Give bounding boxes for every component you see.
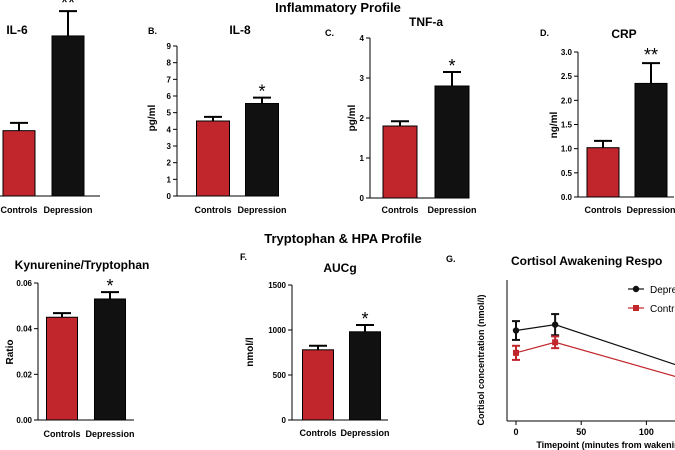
panel4-y-tick-label-3: 1.5: [561, 121, 573, 130]
panel5-y-axis-label: Ratio: [5, 340, 16, 365]
panel4-y-tick-label-6: 3.0: [561, 48, 573, 57]
panelG-legend-label-depre: Depre: [650, 285, 675, 296]
panel6-title: AUCg: [323, 261, 356, 275]
panelG-series-line-depre: [515, 324, 675, 366]
panel6-significance-marker: *: [361, 309, 368, 329]
panelG-x-tick-label-0: 0: [513, 427, 518, 437]
panel2-y-tick-label-0: 0: [167, 192, 172, 201]
panelG-y-axis-label: Cortisol concentration (nmol/l): [476, 294, 486, 425]
panelG-legend-marker-contr: [633, 305, 639, 311]
panel2-y-tick-label-2: 2: [167, 159, 172, 168]
panelG-point-depre-0: [512, 327, 520, 334]
panel4-category-label-1: Depression: [626, 205, 675, 215]
panel2-y-tick-label-6: 6: [167, 92, 172, 101]
panel3-panel-label: C.: [325, 28, 334, 38]
panel3-significance-marker: *: [448, 56, 455, 76]
panel2-bar-depression: [245, 103, 279, 197]
panel5-bar-depression: [94, 298, 126, 421]
panel1-category-label-0: Controls: [1, 205, 38, 215]
panel4-bar-depression: [634, 82, 668, 198]
panel3-bar-controls: [382, 125, 418, 199]
panelG-point-depre-1: [551, 321, 559, 328]
panel5-y-tick-label-1: 0.02: [16, 370, 32, 379]
panel6-bar-depression: [349, 331, 381, 421]
panel6-y-axis-label: nmol/l: [245, 337, 256, 367]
panel3-title: TNF-a: [409, 15, 443, 29]
panel1-category-label-1: Depression: [43, 205, 92, 215]
panel2-panel-label: B.: [148, 26, 157, 36]
panel4-y-tick-label-1: 0.5: [561, 169, 573, 178]
panelG-x-axis-label: Timepoint (minutes from wakenin: [536, 440, 675, 450]
section-title-inflammatory: Inflammatory Profile: [275, 0, 401, 15]
panel5-y-tick-label-3: 0.06: [16, 279, 32, 288]
panel1-bar-depression: [51, 35, 85, 197]
panel5-category-label-0: Controls: [44, 429, 81, 439]
panel4-title: CRP: [611, 27, 636, 41]
panel5-title: Kynurenine/Tryptophan: [15, 258, 150, 272]
panel4-y-tick-label-2: 1.0: [561, 145, 573, 154]
panel4-y-tick-label-5: 2.5: [561, 72, 573, 81]
panel2-significance-marker: *: [258, 82, 265, 102]
panel1-title: IL-6: [6, 23, 28, 37]
panelG-point-contr-1: [552, 339, 559, 346]
panel6-y-tick-label-1: 500: [273, 371, 287, 380]
panel5-significance-marker: *: [106, 276, 113, 296]
panel6-bar-controls: [302, 349, 334, 421]
panel2-bar-controls: [196, 120, 230, 197]
panelG-series-line-contr: [515, 341, 675, 378]
section-title-tryptophan-hpa: Tryptophan & HPA Profile: [264, 231, 421, 246]
panelG-point-contr-0: [513, 349, 519, 356]
panel4-category-label-0: Controls: [585, 205, 622, 215]
panel6-y-tick-label-2: 1000: [268, 326, 286, 335]
panelG-panel-label: G.: [446, 254, 456, 264]
panel2-y-tick-label-3: 3: [167, 142, 172, 151]
panel3-y-axis-label: pg/ml: [347, 104, 358, 131]
panel3-category-label-1: Depression: [427, 205, 476, 215]
panel4-bar-controls: [586, 147, 620, 198]
panelG-title: Cortisol Awakening Respo: [511, 254, 662, 268]
panel6-panel-label: F.: [240, 252, 247, 262]
panel2-y-tick-label-9: 9: [167, 42, 172, 51]
panel2-category-label-1: Depression: [237, 205, 286, 215]
panel4-y-tick-label-4: 2.0: [561, 96, 573, 105]
panelG-legend-label-contr: Contr: [650, 304, 675, 315]
panel3-bar-depression: [434, 85, 470, 199]
panelG-x-tick-label-2: 100: [639, 427, 654, 437]
panel3-y-tick-label-4: 4: [360, 34, 365, 43]
panel2-y-axis-label: pg/ml: [147, 104, 158, 131]
panel3-y-tick-label-2: 2: [360, 114, 365, 123]
panel3-y-tick-label-3: 3: [360, 74, 365, 83]
panel4-significance-marker: **: [644, 45, 658, 65]
panel4-y-axis-label: ng/ml: [549, 111, 560, 138]
panel5-category-label-1: Depression: [85, 429, 134, 439]
panel6-y-tick-label-3: 1500: [268, 281, 286, 290]
panel2-y-tick-label-7: 7: [167, 75, 172, 84]
panel2-y-tick-label-5: 5: [167, 109, 172, 118]
panel6-category-label-1: Depression: [340, 428, 389, 438]
panel2-category-label-0: Controls: [195, 205, 232, 215]
panel1-significance-marker: **: [61, 0, 75, 13]
panel3-y-tick-label-1: 1: [360, 154, 365, 163]
panel2-y-tick-label-1: 1: [167, 175, 172, 184]
panel2-title: IL-8: [229, 23, 251, 37]
panel5-y-tick-label-2: 0.04: [16, 325, 32, 334]
panel4-y-tick-label-0: 0.0: [561, 193, 573, 202]
panelG-x-tick-label-1: 50: [576, 427, 586, 437]
panel2-y-tick-label-4: 4: [167, 125, 172, 134]
panelG-legend-marker-depre: [632, 285, 640, 293]
panel3-category-label-0: Controls: [382, 205, 419, 215]
panel5-bar-controls: [46, 316, 78, 421]
panel6-category-label-0: Controls: [300, 428, 337, 438]
panel4-panel-label: D.: [540, 28, 549, 38]
panel5-y-tick-label-0: 0.00: [16, 416, 32, 425]
panel6-y-tick-label-0: 0: [282, 416, 287, 425]
panel2-y-tick-label-8: 8: [167, 59, 172, 68]
panel1-bar-controls: [2, 130, 36, 197]
panel3-y-tick-label-0: 0: [360, 194, 365, 203]
